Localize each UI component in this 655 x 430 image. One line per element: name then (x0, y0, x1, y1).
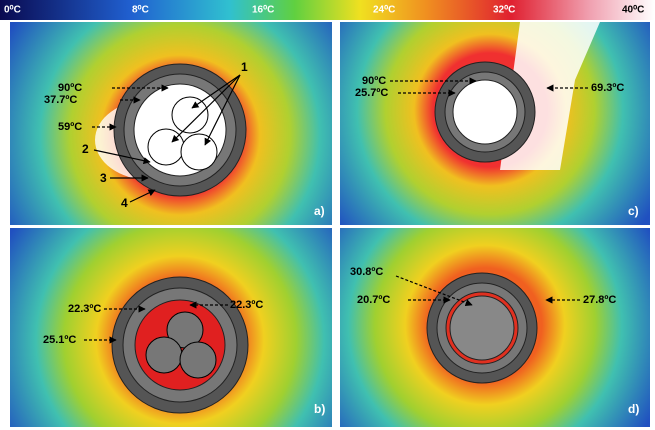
colorbar-label: 8⁰C (132, 5, 149, 16)
temperature: 90ºC (362, 75, 386, 87)
part-number: 2 (82, 142, 89, 156)
temperature: 27.8ºC (583, 294, 616, 306)
panel-label: a) (314, 204, 325, 218)
temperature: 25.1ºC (43, 334, 76, 346)
figure: 0⁰C 8⁰C 16⁰C 24⁰C 32⁰C 40⁰C 90ºC 37.7ºC … (0, 0, 655, 430)
temperature: 37.7ºC (44, 94, 77, 106)
temperature: 25.7ºC (355, 87, 388, 99)
panel-label: d) (628, 402, 639, 416)
panel-d: 30.8ºC 20.7ºC 27.8ºC d) (340, 228, 650, 427)
temperature: 69.3ºC (591, 82, 624, 94)
temperature: 90ºC (58, 82, 82, 94)
colorbar-label: 16⁰C (252, 5, 274, 16)
part-number: 4 (121, 196, 128, 210)
colorbar-label: 0⁰C (4, 5, 21, 16)
colorbar-label: 40⁰C (622, 5, 644, 16)
panel-label: b) (314, 402, 325, 416)
panel-c: 90ºC 25.7ºC 69.3ºC c) (340, 22, 650, 225)
panel-label: c) (628, 204, 639, 218)
temperature: 22.3ºC (68, 303, 101, 315)
part-number: 1 (241, 60, 248, 74)
colorbar (0, 0, 655, 20)
panel-a: 90ºC 37.7ºC 59ºC 1 2 3 4 a) (10, 22, 332, 225)
temperature: 59ºC (58, 121, 82, 133)
colorbar-label: 24⁰C (373, 5, 395, 16)
panel-b: 22.3ºC 22.3ºC 25.1ºC b) (10, 228, 332, 427)
temperature: 22.3ºC (230, 299, 263, 311)
temperature: 30.8ºC (350, 266, 383, 278)
part-number: 3 (100, 171, 107, 185)
colorbar-label: 32⁰C (493, 5, 515, 16)
temperature: 20.7ºC (357, 294, 390, 306)
